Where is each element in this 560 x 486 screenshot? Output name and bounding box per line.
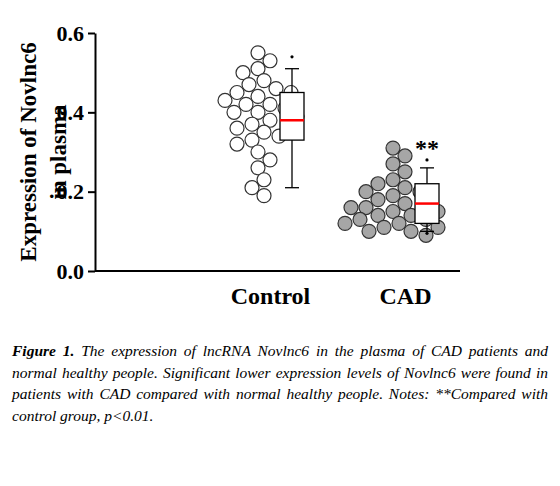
data-point — [257, 189, 271, 203]
whisker-cap — [285, 68, 299, 69]
data-point — [353, 212, 367, 226]
x-tick: CAD — [380, 283, 432, 309]
data-point — [245, 117, 259, 131]
data-point — [362, 224, 376, 238]
data-point — [230, 121, 244, 135]
whisker — [426, 168, 427, 184]
y-tick-mark — [88, 271, 95, 273]
box — [415, 184, 439, 224]
outlier — [290, 55, 293, 58]
median-line — [280, 119, 304, 122]
data-point — [338, 216, 352, 230]
x-axis-line — [95, 270, 460, 272]
data-point — [392, 216, 406, 230]
y-axis-line — [95, 34, 97, 272]
data-point — [263, 153, 277, 167]
data-point — [386, 141, 400, 155]
data-point — [377, 220, 391, 234]
x-axis: Control CAD — [231, 283, 432, 309]
x-tick: Control — [231, 283, 311, 309]
whisker — [291, 140, 292, 188]
data-point — [263, 97, 277, 111]
caption-text: The expression of lncRNA Novlnc6 in the … — [12, 342, 548, 424]
data-point — [257, 125, 271, 139]
whisker-cap — [285, 187, 299, 188]
caption: Figure 1. The expression of lncRNA Novln… — [12, 340, 548, 427]
y-tick-label: 0.0 — [57, 259, 85, 284]
caption-label: Figure 1. — [12, 342, 74, 359]
median-line — [415, 202, 439, 205]
whisker-cap — [420, 167, 434, 168]
data-point — [263, 54, 277, 68]
data-point — [242, 78, 256, 92]
data-point — [398, 181, 412, 195]
data-point — [371, 177, 385, 191]
x-tick-label: CAD — [380, 283, 432, 309]
y-axis-title: Expression of Novlnc6 — [16, 42, 41, 261]
data-point — [239, 97, 253, 111]
y-tick-mark — [88, 33, 95, 35]
data-point — [245, 181, 259, 195]
outlier — [425, 232, 428, 235]
y-axis-title: in plasma — [46, 104, 71, 200]
y-tick-mark — [88, 191, 95, 193]
data-point — [344, 201, 358, 215]
data-point — [251, 145, 265, 159]
data-point — [257, 74, 271, 88]
data-point — [386, 189, 400, 203]
y-tick: 0.0 — [57, 259, 96, 284]
y-tick-label: 0.6 — [57, 21, 85, 46]
y-tick: 0.6 — [57, 21, 96, 46]
box — [280, 93, 304, 141]
data-point — [230, 137, 244, 151]
data-point — [386, 157, 400, 171]
data-point — [251, 46, 265, 60]
data-point — [257, 173, 271, 187]
plot-area — [218, 46, 445, 242]
whisker — [291, 69, 292, 93]
data-point — [404, 224, 418, 238]
data-point — [218, 93, 232, 107]
data-point — [359, 185, 373, 199]
data-point — [386, 173, 400, 187]
data-point — [230, 86, 244, 100]
annotation: ** — [415, 135, 439, 161]
data-point — [419, 228, 433, 242]
data-point — [398, 149, 412, 163]
y-tick-mark — [88, 112, 95, 114]
x-tick-label: Control — [231, 283, 311, 309]
data-point — [398, 165, 412, 179]
data-point — [251, 89, 265, 103]
data-point — [227, 105, 241, 119]
whisker — [426, 223, 427, 231]
data-point — [371, 193, 385, 207]
